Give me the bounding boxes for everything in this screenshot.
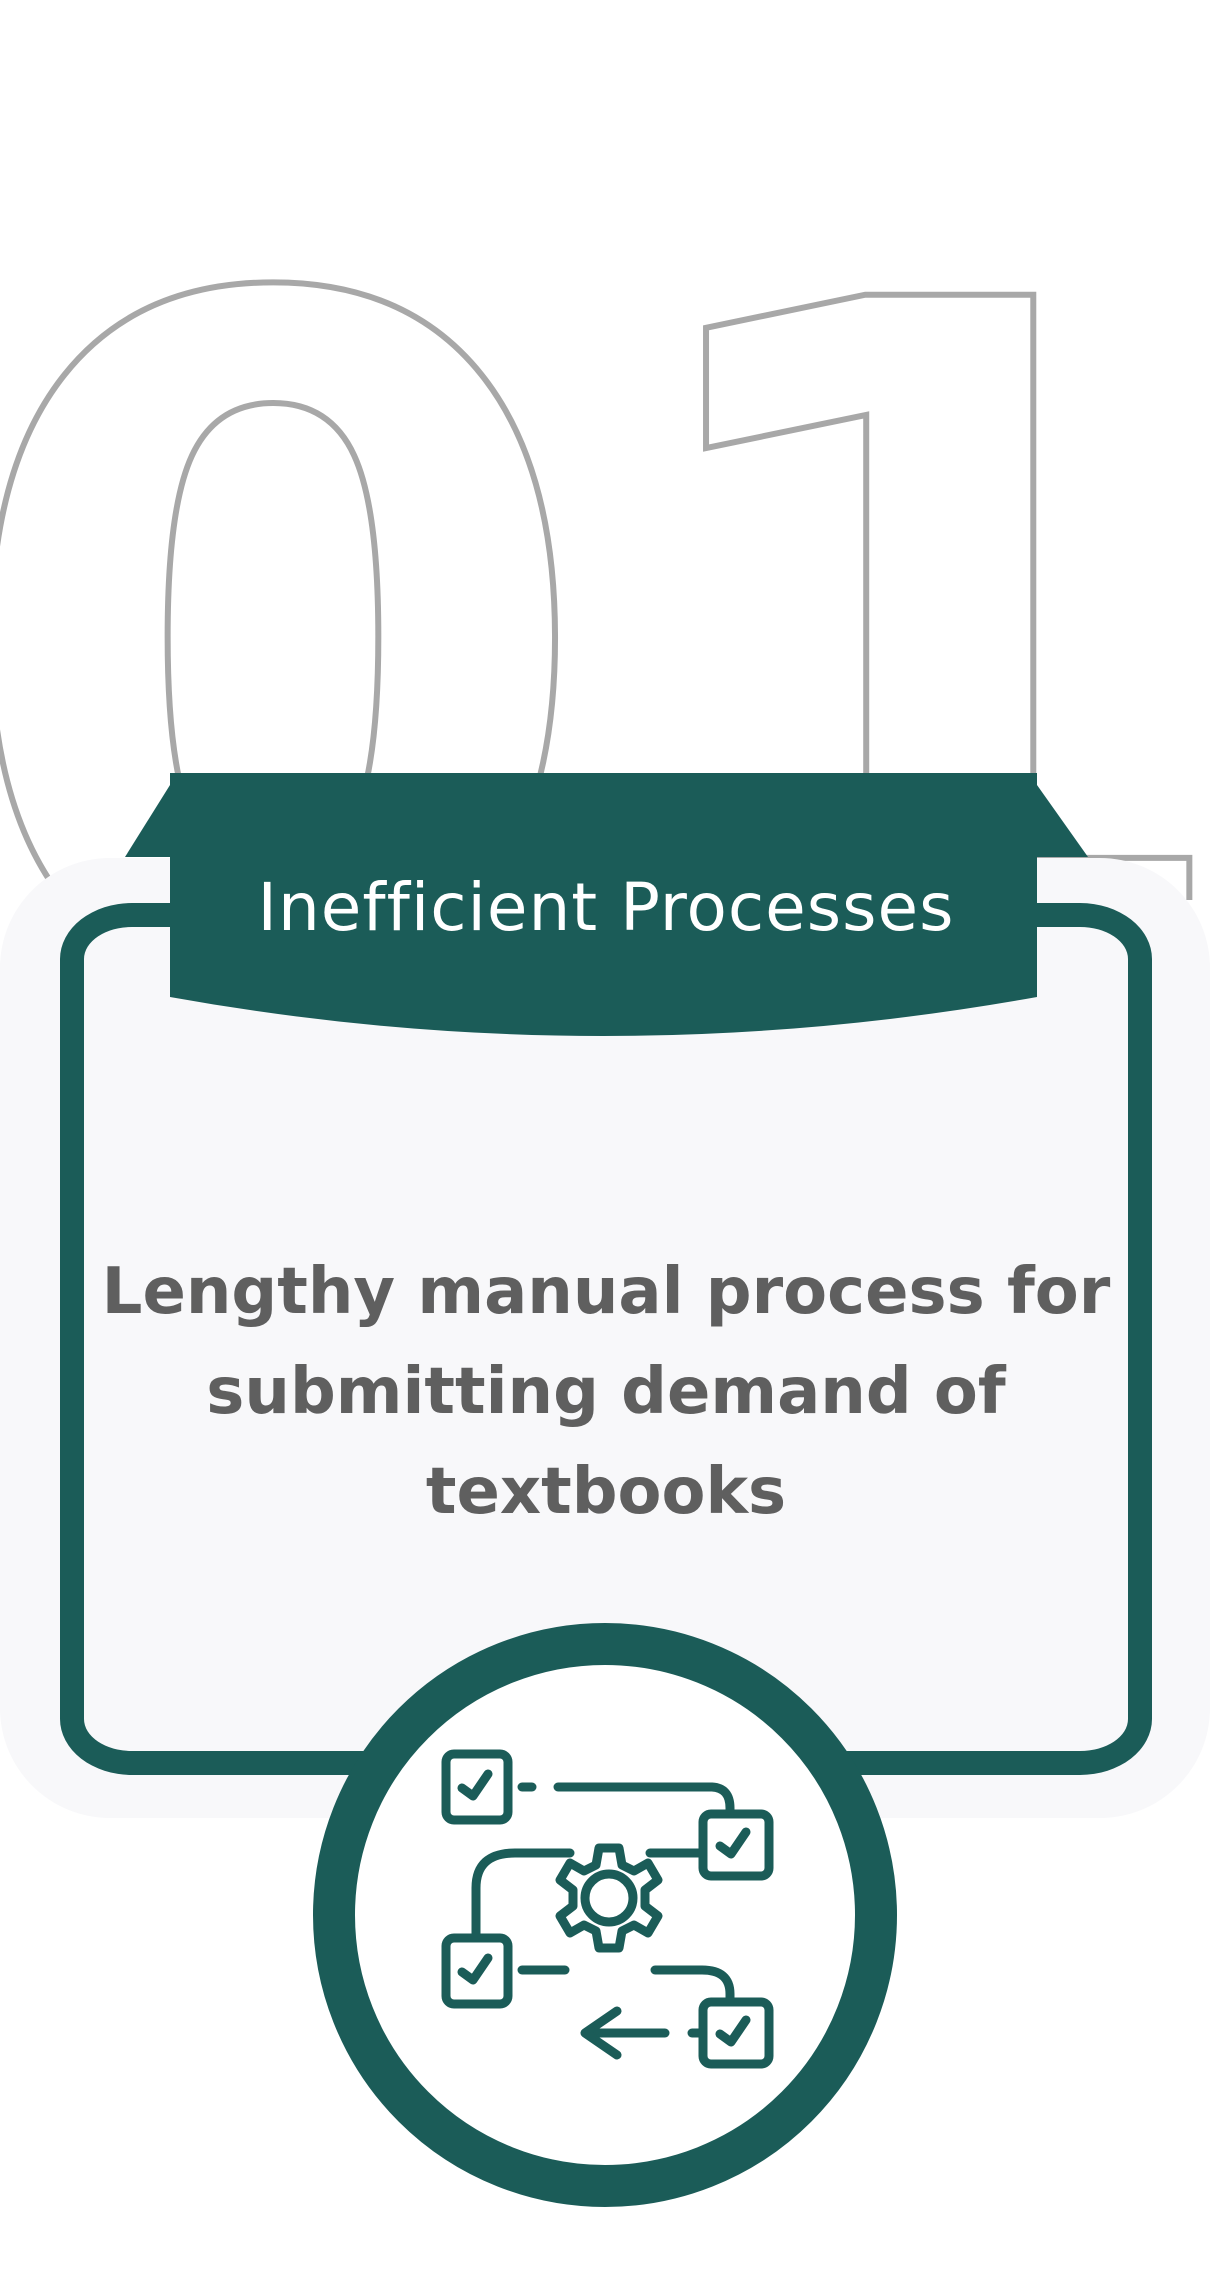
banner-ribbon [170,773,1037,1036]
card-description: Lengthy manual process for submitting de… [101,1255,1111,1529]
checkbox-icon [698,1809,774,1881]
arrow-left-icon [580,2006,707,2060]
step-number: 01 [0,107,1212,900]
step-number-outline: 01 [0,104,1212,900]
card-title: Inefficient Processes [257,869,955,946]
checkmark-icon [457,1769,493,1801]
title-banner [125,773,1088,1036]
gear-icon [555,1843,663,1953]
checkbox-icon [441,1749,513,1825]
workflow-process-gear-icon [441,1749,774,2069]
checkmark-icon [715,1827,751,1859]
banner-fold-left [125,785,170,857]
checkbox-icon [441,1933,513,2009]
checkmark-icon [715,2015,751,2047]
banner-fold-right [1037,785,1088,857]
checkmark-icon [457,1953,493,1985]
